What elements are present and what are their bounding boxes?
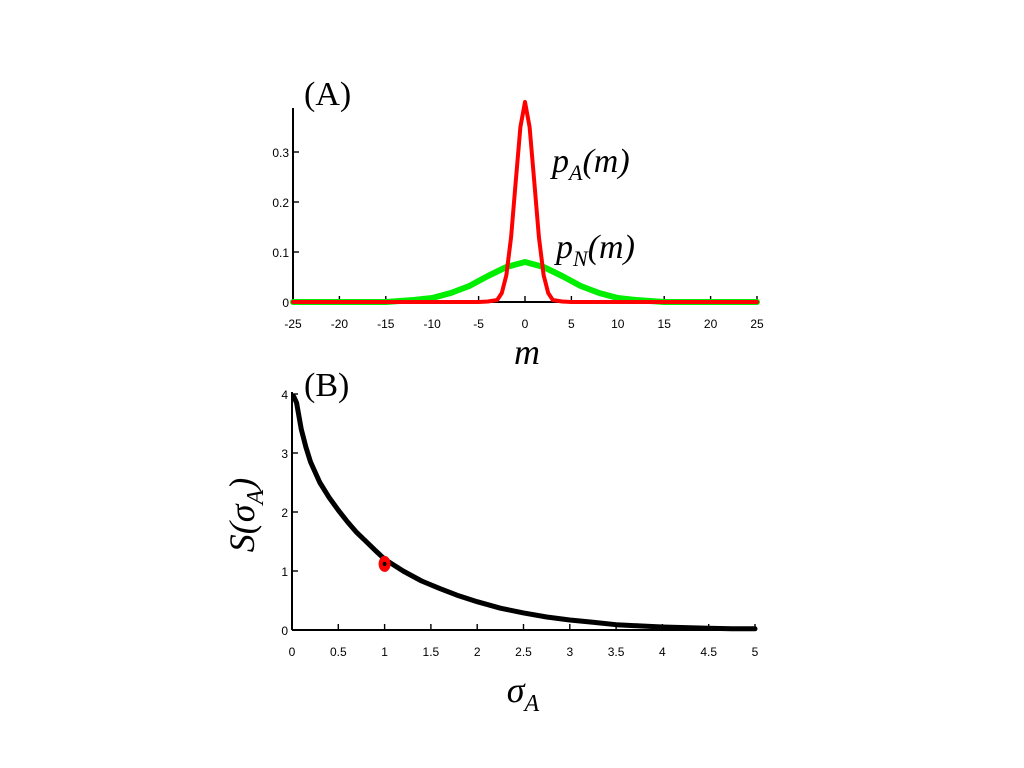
panel-a-x-ticks: -25 -20 -15 -10 -5 0 5 10 15 20 25 <box>284 296 764 331</box>
x-tick-label: -20 <box>331 317 349 331</box>
x-tick-label: 4 <box>659 645 666 659</box>
x-tick-label: 25 <box>750 317 764 331</box>
x-tick-label: 2 <box>474 645 481 659</box>
x-tick-label: 1 <box>381 645 388 659</box>
pa-curve-label: pA(m) <box>550 143 630 185</box>
panel-a-series <box>290 100 760 305</box>
x-tick-label: 5 <box>752 645 759 659</box>
pn-curve-label: pN(m) <box>554 229 635 271</box>
panel-b-series <box>291 394 758 632</box>
panel-b-marker <box>378 555 391 572</box>
panel-a: (A) -25 -20 -15 -10 -5 0 5 10 15 20 25 00.10.20.3 … <box>272 76 764 372</box>
y-tick-label: 0.3 <box>272 146 289 160</box>
x-tick-label: 1.5 <box>423 645 440 659</box>
y-tick-label: 1 <box>281 565 288 579</box>
y-tick-label: 3 <box>281 447 288 461</box>
x-tick-label: 0 <box>522 317 529 331</box>
panel-b: (B) 0 0.5 1 1.5 2 2.5 3 3.5 4 4.5 5 0 1 2 3 4 σA S(σA) <box>222 367 759 717</box>
panel-b-label: (B) <box>304 367 349 404</box>
x-tick-label: 10 <box>611 317 625 331</box>
panel-b-y-label: S(σA) <box>222 478 269 552</box>
panel-a-y-ticks: 0 0.1 0.2 0.3 <box>272 146 299 310</box>
panel-b-y-ticks: 0 1 2 3 4 <box>281 388 298 638</box>
x-tick-label: 2.5 <box>515 645 532 659</box>
x-tick-label: -10 <box>424 317 442 331</box>
panel-a-label: (A) <box>304 76 351 113</box>
x-tick-label: 20 <box>704 317 718 331</box>
x-tick-label: 5 <box>568 317 575 331</box>
x-tick-label: 3.5 <box>608 645 625 659</box>
x-tick-label: 0 <box>289 645 296 659</box>
panel-a-x-label: m <box>514 332 540 372</box>
highlight-marker-center <box>382 561 387 566</box>
s-sigma-curve <box>291 394 758 632</box>
y-tick-label: 0 <box>281 624 288 638</box>
x-tick-label: 3 <box>566 645 573 659</box>
y-tick-label: 0 <box>282 296 289 310</box>
x-tick-label: 15 <box>658 317 672 331</box>
panel-b-x-ticks: 0 0.5 1 1.5 2 2.5 3 3.5 4 4.5 5 <box>289 624 759 659</box>
x-tick-label: 0.5 <box>330 645 347 659</box>
y-tick-label: 4 <box>281 388 288 402</box>
pn-curve <box>290 259 760 305</box>
x-tick-label: -15 <box>377 317 395 331</box>
y-tick-label: 0.2 <box>272 196 289 210</box>
pa-curve <box>291 100 759 304</box>
panel-b-x-label: σA <box>507 670 540 717</box>
x-tick-label: -25 <box>284 317 302 331</box>
x-tick-label: -5 <box>473 317 484 331</box>
y-tick-label: 2 <box>281 506 288 520</box>
x-tick-label: 4.5 <box>700 645 717 659</box>
y-tick-label: 0.1 <box>272 246 289 260</box>
